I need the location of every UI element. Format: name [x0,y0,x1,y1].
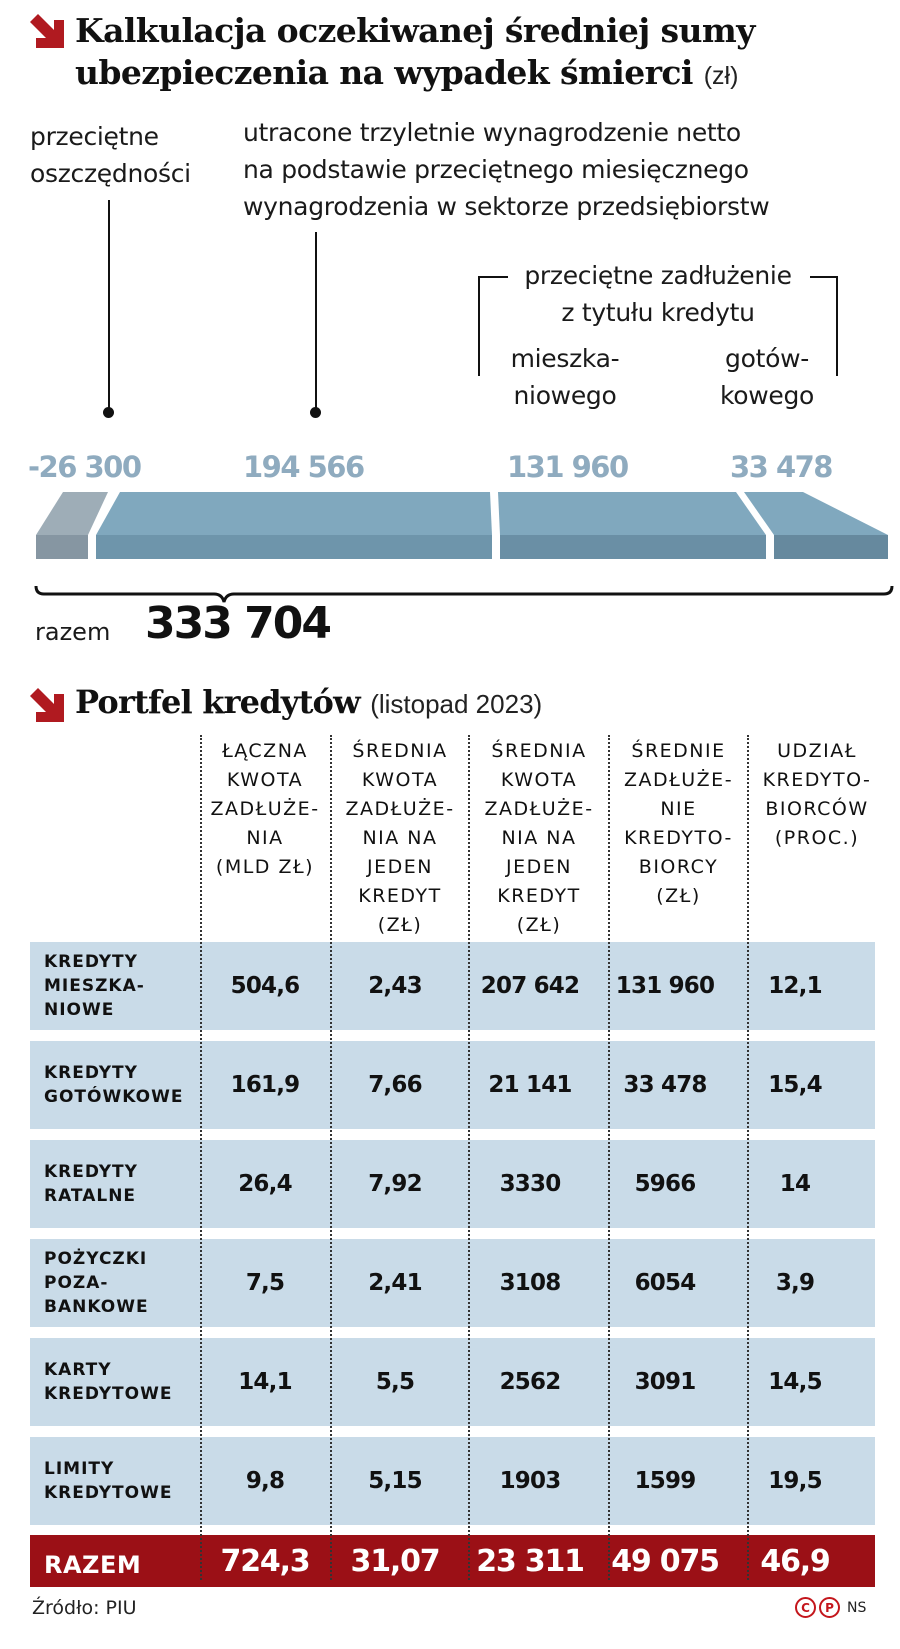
salary-pointer-line [315,232,317,410]
cash-value: 33 478 [730,450,834,484]
table-cell: 5966 [634,1171,697,1197]
table-cell: 26,4 [238,1171,292,1197]
table-cell: 1903 [499,1468,562,1494]
total-cell: 46,9 [760,1543,830,1579]
table-row: POŻYCZKI POZA- BANKOWE 7,5 2,41 3108 6054 … [30,1239,875,1327]
source-note: Źródło: PIU [32,1597,137,1619]
table-row: KREDYTY RATALNE 26,4 7,92 3330 5966 14 [30,1140,875,1228]
column-header: ŚREDNIA KWOTA ZADŁUŻE- NIA NA JEDEN KREDYT (ZŁ… [484,740,594,936]
table-row: KARTY KREDYTOWE 14,1 5,5 2562 3091 14,5 [30,1338,875,1426]
red-arrow-down-right-icon [30,14,64,48]
salary-label: utracone trzyletnie wynagrodzenie netto … [243,118,770,221]
row-label: LIMITY KREDYTOWE [44,1459,173,1503]
total-value: 333 704 [145,598,332,649]
total-cell: 49 075 [611,1543,720,1579]
author-initials: NS [847,1599,867,1616]
column-header: ŁĄCZNA KWOTA ZADŁUŻE- NIA (MLD ZŁ) [210,740,320,878]
mortgage-value: 131 960 [507,450,629,484]
table-cell: 9,8 [245,1468,285,1494]
chart-unit: (zł) [703,62,739,90]
total-cell: 724,3 [220,1543,311,1579]
portfolio-subtitle: (listopad 2023) [370,689,543,719]
portfolio-title: Portfel kredytów (listopad 2023) [75,683,543,721]
table-cell: 15,4 [768,1072,822,1098]
column-header: UDZIAŁ KREDYTO- BIORCÓW (PROC.) [762,740,872,849]
bar-segment-savings [36,492,108,559]
table-cell: 2562 [499,1369,562,1395]
debt-bracket-right [836,276,838,376]
table-row: LIMITY KREDYTOWE 9,8 5,15 1903 1599 19,5 [30,1437,875,1525]
table-cell: 33 478 [623,1072,707,1098]
copyright-badge: C P NS [795,1597,866,1618]
total-cell: 31,07 [350,1543,441,1579]
total-row: RAZEM 724,3 31,07 23 311 49 075 46,9 [30,1535,875,1587]
cash-label: gotów- kowego [719,344,815,410]
table-cell: 2,41 [368,1270,422,1296]
table-cell: 14,1 [238,1369,292,1395]
column-divider [747,735,749,1580]
row-label: KARTY KREDYTOWE [44,1360,173,1404]
table-cell: 7,92 [368,1171,422,1197]
table-cell: 21 141 [488,1072,572,1098]
table-cell: 3108 [499,1270,562,1296]
debt-label: przeciętne zadłużenie z tytułu kredytu [524,261,792,327]
salary-pointer-dot [310,407,321,418]
bar-segment-cash [744,492,888,559]
table-cell: 6054 [634,1270,697,1296]
salary-value: 194 566 [243,450,365,484]
column-divider [330,735,332,1580]
copyright-icon: C [795,1597,816,1618]
table-cell: 207 642 [480,973,580,999]
table-cell: 7,66 [368,1072,422,1098]
bar-segment-salary [96,492,492,559]
bar-segment-mortgage [498,492,766,559]
total-label: razem [35,618,111,646]
red-arrow-down-right-icon [30,688,64,722]
total-row-label: RAZEM [44,1551,142,1579]
column-divider [608,735,610,1580]
table-cell: 3330 [499,1171,562,1197]
table-cell: 161,9 [230,1072,301,1098]
table-cell: 12,1 [768,973,822,999]
table-cell: 19,5 [768,1468,822,1494]
mortgage-label: mieszka- niowego [510,344,620,410]
table-cell: 14 [779,1171,811,1197]
total-brace [34,585,894,603]
table-row: KREDYTY GOTÓWKOWE 161,9 7,66 21 141 33 47… [30,1041,875,1129]
savings-value: -26 300 [28,450,142,484]
table-cell: 14,5 [768,1369,822,1395]
table-cell: 3091 [634,1369,697,1395]
savings-label: przeciętne oszczędności [30,122,191,188]
debt-bracket-right-top [810,276,838,278]
table-cell: 131 960 [615,973,715,999]
savings-pointer-line [108,200,110,410]
table-cell: 5,15 [368,1468,422,1494]
table-row: KREDYTY MIESZKA- NIOWE 504,6 2,43 207 642 … [30,942,875,1030]
row-label: KREDYTY GOTÓWKOWE [44,1063,184,1107]
savings-pointer-dot [103,407,114,418]
table-cell: 504,6 [230,973,301,999]
debt-bracket-left [478,276,480,376]
table-cell: 1599 [634,1468,697,1494]
column-header: ŚREDNIA KWOTA ZADŁUŻE- NIA NA JEDEN KREDYT (ZŁ… [345,740,455,936]
column-divider [200,735,202,1580]
table-cell: 2,43 [368,973,422,999]
column-header: ŚREDNIE ZADŁUŻE- NIE KREDYTO- BIORCY (ZŁ) [623,740,734,907]
table-cell: 7,5 [245,1270,285,1296]
table-cell: 3,9 [775,1270,815,1296]
phonogram-icon: P [819,1597,840,1618]
column-divider [468,735,470,1580]
table-cell: 5,5 [375,1369,415,1395]
row-label: POŻYCZKI POZA- BANKOWE [44,1249,149,1317]
chart-title: Kalkulacja oczekiwanej średniej sumy ube… [75,11,755,92]
debt-bracket-left-top [478,276,508,278]
row-label: KREDYTY MIESZKA- NIOWE [44,952,145,1020]
total-cell: 23 311 [476,1543,585,1579]
stacked-bar-chart [36,492,888,559]
row-label: KREDYTY RATALNE [44,1162,138,1206]
